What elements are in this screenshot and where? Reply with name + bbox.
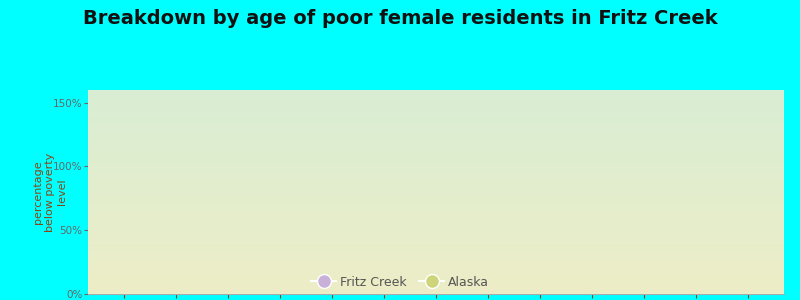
Bar <box>157 167 176 294</box>
Bar <box>520 281 540 294</box>
Bar <box>644 288 663 294</box>
Bar <box>332 279 352 294</box>
Y-axis label: percentage
below poverty
level: percentage below poverty level <box>34 152 66 232</box>
Bar <box>384 279 404 294</box>
Bar <box>436 276 456 294</box>
Bar <box>540 279 560 294</box>
Bar <box>748 281 767 294</box>
Text: Breakdown by age of poor female residents in Fritz Creek: Breakdown by age of poor female resident… <box>82 9 718 28</box>
Bar <box>124 268 144 294</box>
Bar <box>228 284 248 294</box>
Bar <box>696 279 715 294</box>
Bar <box>209 284 228 294</box>
Bar <box>280 274 300 294</box>
Text: City-Data.com: City-Data.com <box>701 96 770 106</box>
Bar <box>176 278 196 294</box>
Bar <box>592 286 611 294</box>
Bar <box>728 288 748 294</box>
Bar <box>364 281 384 294</box>
Legend: Fritz Creek, Alaska: Fritz Creek, Alaska <box>306 271 494 294</box>
Bar <box>572 289 592 294</box>
Bar <box>488 279 508 294</box>
